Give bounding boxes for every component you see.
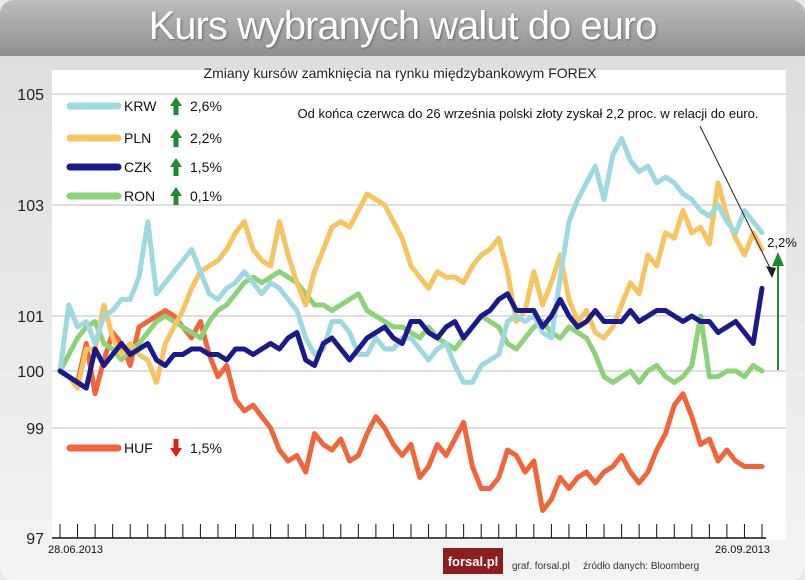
title-bar xyxy=(0,0,805,56)
y-tick-label-105: 105 xyxy=(17,87,44,104)
legend-change-krw: 2,6% xyxy=(190,98,222,114)
arrow-up-icon xyxy=(170,97,182,106)
x-end-label: 26.09.2013 xyxy=(715,544,770,556)
x-start-label: 28.06.2013 xyxy=(48,544,103,556)
legend-change-pln: 2,2% xyxy=(190,130,222,146)
y-tick-label-103: 103 xyxy=(17,198,44,215)
legend-label-krw: KRW xyxy=(124,98,157,114)
y-tick-label-99: 99 xyxy=(26,421,44,438)
legend-label-ron: RON xyxy=(124,188,155,204)
legend-label-huf: HUF xyxy=(124,440,153,456)
legend-change-czk: 1,5% xyxy=(190,159,222,175)
series-line-czk xyxy=(57,285,765,391)
logo-text: forsal.pl xyxy=(448,554,499,569)
series-lines xyxy=(57,135,765,513)
legend-change-ron: 0,1% xyxy=(190,188,222,204)
chart-subtitle: Zmiany kursów zamknięcia na rynku między… xyxy=(204,65,598,81)
arrow-down-icon-shaft xyxy=(173,439,179,448)
arrow-up-icon xyxy=(170,129,182,138)
forsal-logo xyxy=(443,548,503,574)
arrow-up-icon-shaft xyxy=(173,196,179,205)
legend: KRW 2,6% PLN 2,2% CZK 1,5% RON 0,1% HUF 1,5% xyxy=(66,97,222,457)
legend-change-huf: 1,5% xyxy=(190,440,222,456)
source-text: źródło danych: Bloomberg xyxy=(583,561,699,572)
x-axis: 28.06.2013 26.09.2013 xyxy=(48,524,770,556)
annotation-pointer xyxy=(699,125,773,273)
y-tick-label-101: 101 xyxy=(17,309,44,326)
y-axis: 97 99 100 101 103 105 xyxy=(17,87,44,548)
annotation-value: 2,2% xyxy=(767,235,797,250)
footer: forsal.pl graf. forsal.pl źródło danych:… xyxy=(443,548,699,574)
plot-background xyxy=(52,70,786,540)
annotation-pointer-head xyxy=(766,266,776,278)
y-tick-label-97: 97 xyxy=(26,531,44,548)
arrow-up-icon xyxy=(170,158,182,167)
series-line-krw xyxy=(57,135,765,385)
legend-label-pln: PLN xyxy=(124,130,151,146)
change-arrow-icon xyxy=(772,252,784,266)
annotation-group: Od końca czerwca do 26 września polski z… xyxy=(298,106,797,370)
arrow-up-icon-shaft xyxy=(173,138,179,147)
series-line-pln xyxy=(57,180,765,391)
arrow-up-icon-shaft xyxy=(173,167,179,176)
arrow-up-icon-shaft xyxy=(173,106,179,115)
arrow-up-icon xyxy=(170,187,182,196)
arrow-down-icon xyxy=(170,448,182,457)
annotation-text: Od końca czerwca do 26 września polski z… xyxy=(298,106,759,121)
y-tick-label-100: 100 xyxy=(17,364,44,381)
legend-label-czk: CZK xyxy=(124,159,153,175)
credit-text: graf. forsal.pl xyxy=(512,561,570,572)
chart-title: Kurs wybranych walut do euro xyxy=(148,4,658,48)
